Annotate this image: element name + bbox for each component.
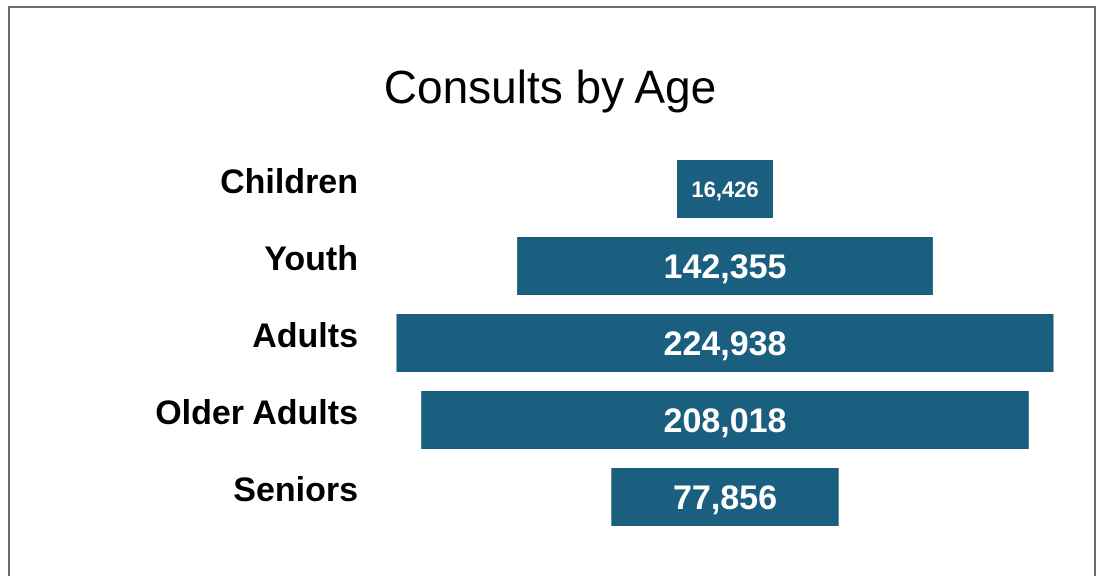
value-label: 16,426	[691, 177, 758, 202]
category-label: Seniors	[233, 471, 358, 509]
category-label: Older Adults	[155, 394, 358, 432]
funnel-bar	[517, 237, 933, 295]
funnel-bar	[611, 468, 839, 526]
category-label: Children	[220, 163, 358, 201]
value-label: 208,018	[664, 402, 787, 440]
value-label: 224,938	[664, 325, 787, 363]
funnel-bar	[421, 391, 1029, 449]
funnel-bar	[396, 314, 1054, 372]
category-label: Adults	[252, 317, 358, 355]
value-label: 142,355	[664, 248, 787, 286]
value-label: 77,856	[673, 479, 777, 517]
chart-title: Consults by Age	[383, 61, 717, 113]
category-label: Youth	[264, 240, 358, 278]
funnel-bar	[677, 160, 773, 218]
